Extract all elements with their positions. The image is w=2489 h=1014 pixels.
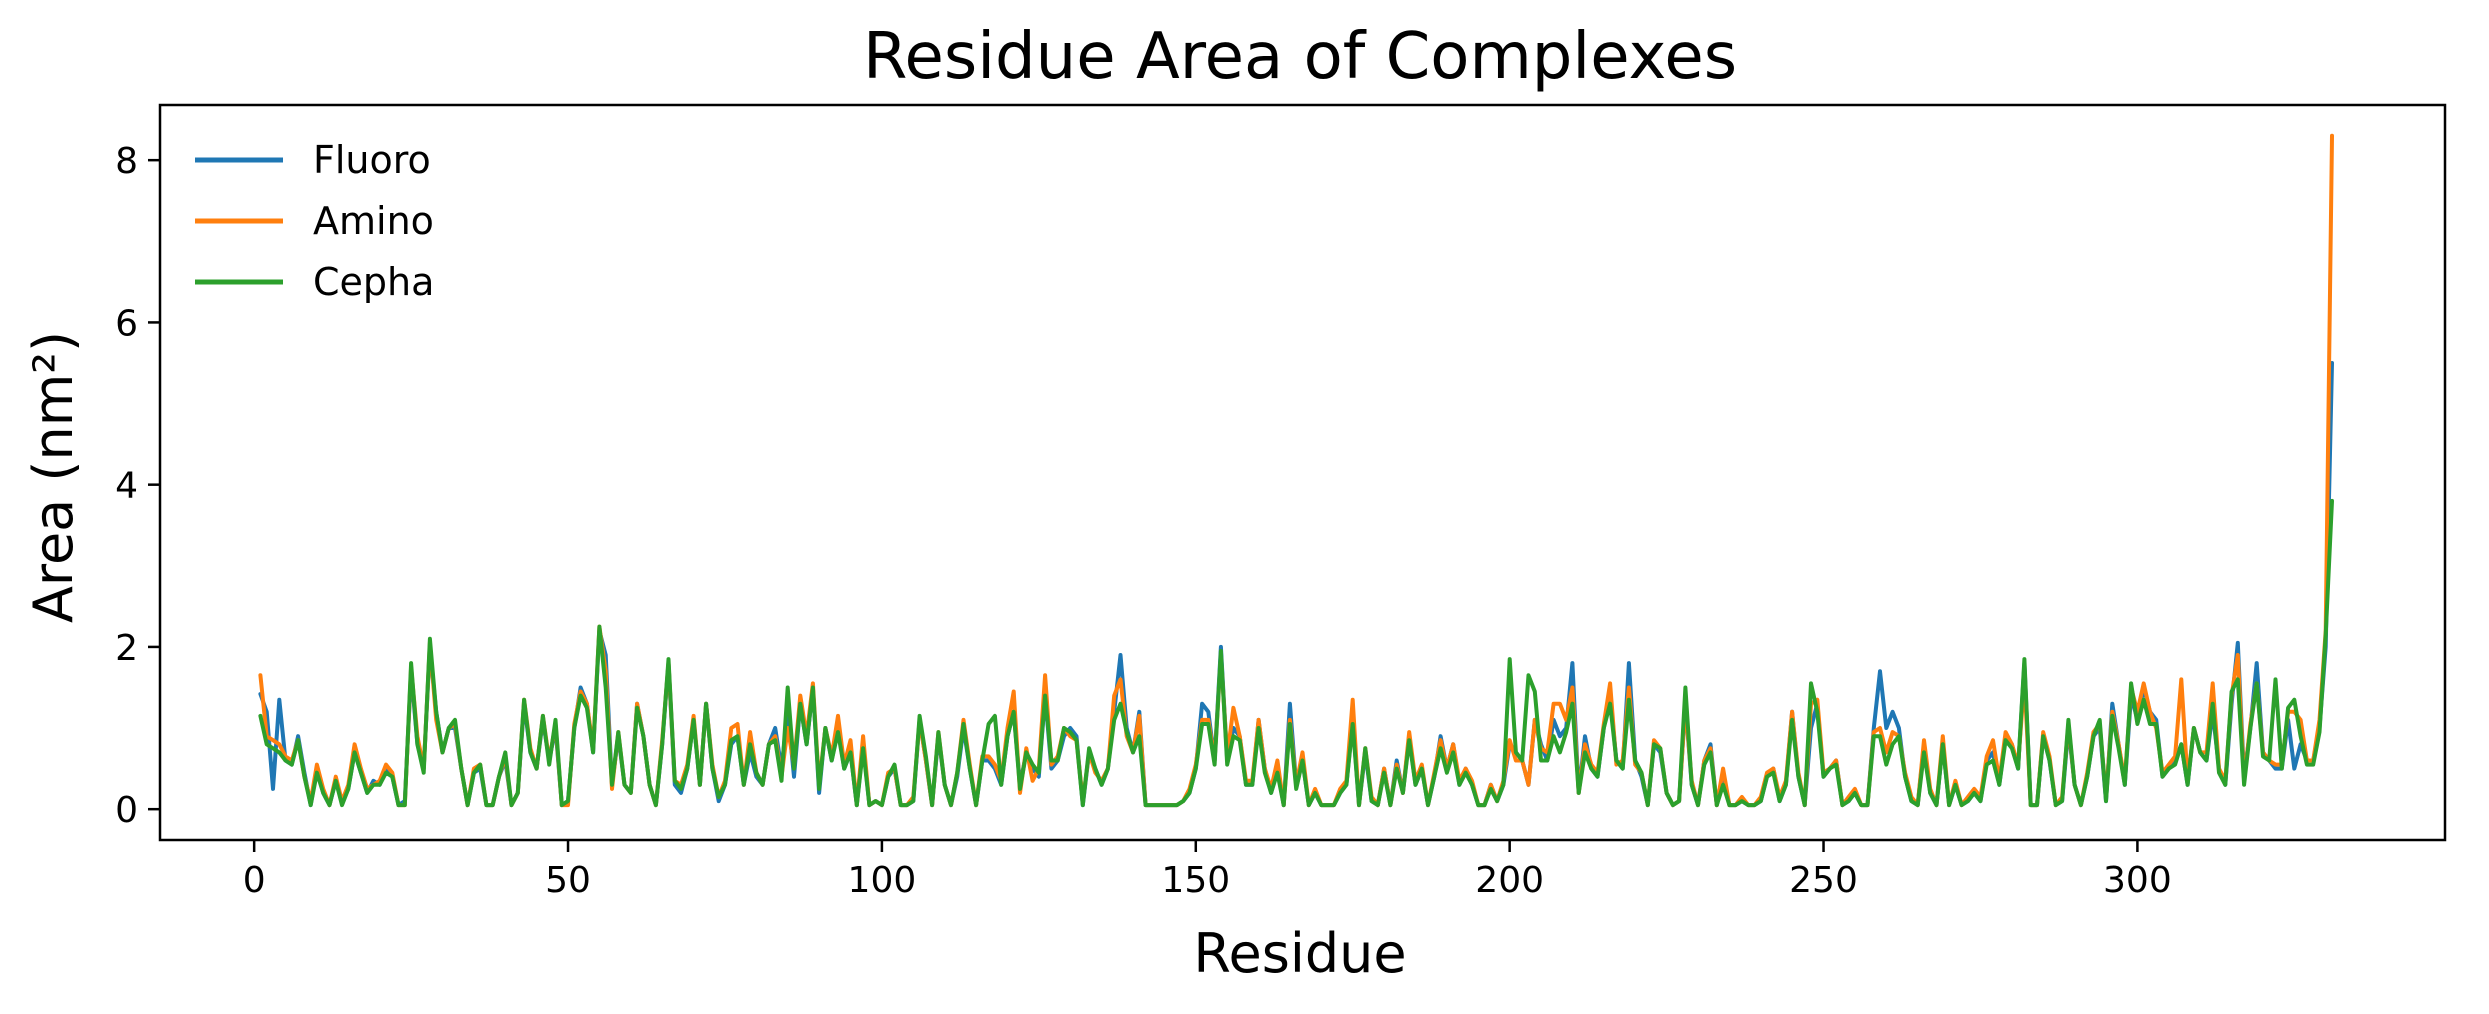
y-tick-label: 4 [115, 466, 138, 507]
y-tick-label: 8 [115, 141, 138, 182]
y-tick-label: 6 [115, 303, 138, 344]
x-tick-label: 200 [1475, 860, 1544, 901]
series-layer [258, 133, 2334, 808]
y-tick-label: 2 [115, 628, 138, 669]
plot-frame [158, 103, 2447, 842]
y-axis-label: Area (nm²) [22, 331, 85, 623]
x-tick-label: 50 [545, 860, 591, 901]
series-line-cepha [258, 498, 2334, 808]
x-tick-label: 150 [1161, 860, 1230, 901]
legend: Fluoro Amino Cepha [195, 138, 434, 304]
legend-label-amino: Amino [313, 199, 434, 243]
x-tick-label: 250 [1789, 860, 1858, 901]
x-axis-label: Residue [1193, 922, 1406, 985]
legend-label-cepha: Cepha [313, 260, 434, 304]
x-axis: 0 50 100 150 200 250 300 [243, 840, 2172, 901]
y-axis: 0 2 4 6 8 [115, 141, 160, 831]
x-tick-label: 300 [2103, 860, 2172, 901]
y-tick-label: 0 [115, 790, 138, 831]
x-tick-label: 100 [848, 860, 917, 901]
x-tick-label: 0 [243, 860, 266, 901]
legend-label-fluoro: Fluoro [313, 138, 431, 182]
chart-title: Residue Area of Complexes [863, 20, 1737, 94]
